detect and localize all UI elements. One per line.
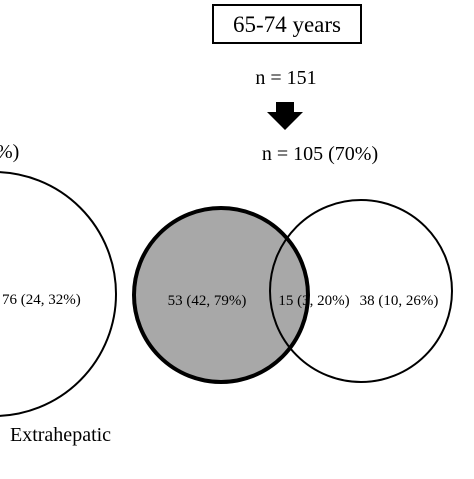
venn-left-circle	[132, 206, 310, 384]
left-panel-circle	[0, 171, 117, 417]
venn-right-value: 38 (10, 26%)	[360, 293, 439, 309]
title-box: 65-74 years	[212, 4, 362, 44]
initial-count: n = 151	[255, 67, 316, 89]
extrahepatic-label: Extrahepatic	[10, 424, 111, 446]
title-box-frame	[212, 4, 362, 44]
left-panel-header-fragment: %)	[0, 141, 19, 163]
venn-overlap-value: 15 (3, 20%)	[278, 293, 349, 309]
venn-right-circle	[269, 199, 453, 383]
left-panel-circle-value: 76 (24, 32%)	[2, 292, 81, 308]
final-count: n = 105 (70%)	[262, 143, 378, 165]
venn-left-value: 53 (42, 79%)	[168, 293, 247, 309]
age-group-title: 65-74 years	[233, 12, 341, 37]
down-arrow-icon	[267, 102, 303, 130]
venn-group: 53 (42, 79%) 15 (3, 20%) 38 (10, 26%)	[132, 199, 453, 384]
